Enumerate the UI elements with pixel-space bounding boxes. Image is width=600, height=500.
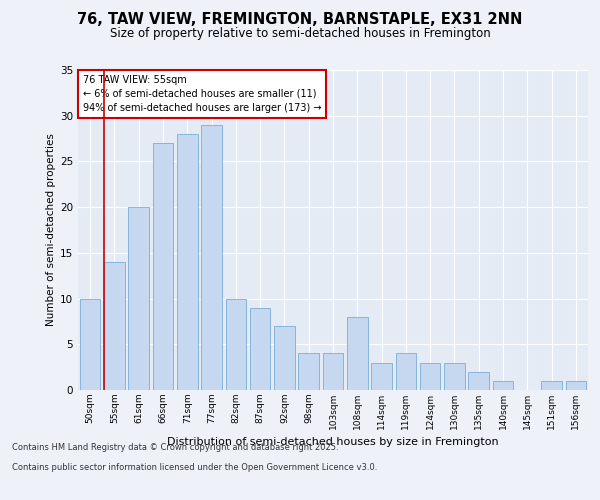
- Bar: [274, 326, 295, 390]
- Bar: [177, 134, 197, 390]
- Text: 76, TAW VIEW, FREMINGTON, BARNSTAPLE, EX31 2NN: 76, TAW VIEW, FREMINGTON, BARNSTAPLE, EX…: [77, 12, 523, 28]
- Bar: [469, 372, 489, 390]
- Text: Contains HM Land Registry data © Crown copyright and database right 2025.: Contains HM Land Registry data © Crown c…: [12, 442, 338, 452]
- Bar: [152, 143, 173, 390]
- Bar: [80, 298, 100, 390]
- Bar: [347, 317, 368, 390]
- Text: 76 TAW VIEW: 55sqm
← 6% of semi-detached houses are smaller (11)
94% of semi-det: 76 TAW VIEW: 55sqm ← 6% of semi-detached…: [83, 75, 322, 113]
- Y-axis label: Number of semi-detached properties: Number of semi-detached properties: [46, 134, 56, 326]
- Bar: [226, 298, 246, 390]
- Text: Contains public sector information licensed under the Open Government Licence v3: Contains public sector information licen…: [12, 462, 377, 471]
- Bar: [104, 262, 125, 390]
- Bar: [395, 354, 416, 390]
- Bar: [444, 362, 465, 390]
- Text: Size of property relative to semi-detached houses in Fremington: Size of property relative to semi-detach…: [110, 28, 490, 40]
- Bar: [323, 354, 343, 390]
- Bar: [250, 308, 271, 390]
- Bar: [566, 381, 586, 390]
- Bar: [493, 381, 514, 390]
- Bar: [201, 125, 222, 390]
- Bar: [298, 354, 319, 390]
- Bar: [128, 207, 149, 390]
- Bar: [371, 362, 392, 390]
- Bar: [541, 381, 562, 390]
- X-axis label: Distribution of semi-detached houses by size in Fremington: Distribution of semi-detached houses by …: [167, 438, 499, 448]
- Bar: [420, 362, 440, 390]
